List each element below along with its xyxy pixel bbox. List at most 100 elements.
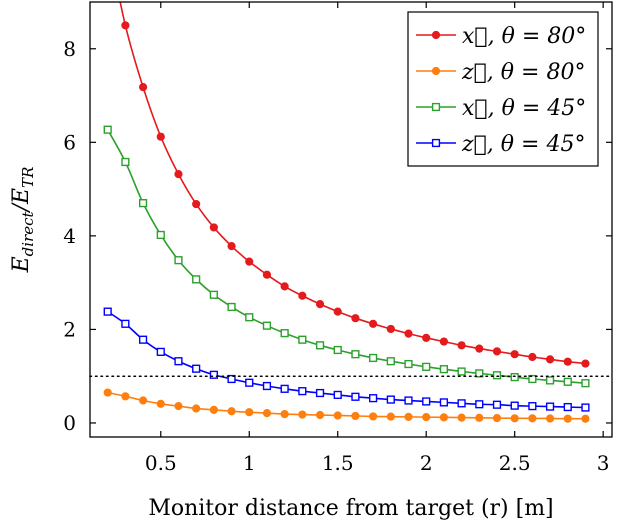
x-axis-label: Monitor distance from target (r) [m] — [148, 496, 553, 521]
data-point — [457, 399, 466, 408]
data-point — [121, 319, 130, 328]
data-point — [351, 314, 360, 323]
data-point — [138, 199, 148, 208]
y-tick-label: 2 — [63, 317, 76, 341]
data-point — [475, 413, 484, 422]
data-point — [404, 329, 413, 338]
data-point — [298, 291, 307, 300]
series-line — [107, 310, 586, 409]
data-point — [369, 394, 378, 403]
data-point — [386, 324, 395, 334]
data-point — [404, 359, 413, 369]
data-point — [192, 364, 201, 373]
data-point — [121, 21, 130, 30]
data-point — [431, 66, 441, 76]
data-point — [563, 377, 572, 386]
data-point — [369, 353, 378, 363]
data-point — [422, 397, 431, 406]
series-3 — [103, 125, 590, 388]
data-point — [209, 405, 218, 414]
data-point — [369, 319, 378, 328]
data-point — [192, 404, 201, 413]
data-point — [545, 402, 555, 411]
data-point — [422, 413, 431, 422]
data-point — [351, 350, 360, 359]
series-1 — [119, 2, 590, 368]
data-point — [475, 400, 484, 409]
data-point — [262, 321, 272, 330]
legend-entry: x⃗, θ = 80° — [416, 24, 586, 49]
data-point — [209, 290, 218, 299]
data-point — [174, 170, 183, 179]
data-point — [528, 402, 537, 411]
x-tick-label: 2 — [420, 451, 433, 475]
data-point — [227, 407, 236, 416]
data-point — [121, 157, 130, 167]
data-point — [156, 347, 165, 356]
data-point — [457, 341, 466, 350]
data-point — [280, 384, 289, 393]
data-point — [333, 390, 342, 400]
data-point — [209, 370, 218, 379]
data-point — [528, 352, 537, 362]
data-point — [492, 347, 502, 356]
x-tick-label: 2.5 — [499, 451, 531, 475]
data-point — [298, 335, 307, 344]
data-point — [422, 362, 431, 371]
data-point — [510, 350, 519, 359]
data-point — [510, 401, 519, 410]
data-point — [138, 396, 148, 405]
series-4 — [103, 307, 590, 412]
legend-label: z⃗, θ = 45° — [461, 132, 585, 157]
y-tick-label: 4 — [63, 224, 76, 248]
series-layer — [103, 2, 590, 423]
data-point — [475, 344, 484, 353]
legend-label: z⃗, θ = 80° — [461, 60, 585, 85]
data-point — [174, 256, 183, 265]
data-point — [315, 410, 325, 420]
x-tick-label: 0.5 — [145, 451, 177, 475]
data-point — [227, 374, 236, 384]
data-point — [245, 408, 254, 417]
data-point — [103, 125, 112, 134]
series-line — [106, 129, 586, 385]
x-tick-label: 1.5 — [322, 451, 354, 475]
data-point — [545, 414, 555, 423]
data-point — [545, 355, 555, 364]
y-tick-label: 0 — [63, 411, 76, 435]
series-2 — [103, 388, 590, 423]
y-axis-label: Edirect/ETR — [9, 167, 37, 274]
data-point — [315, 341, 325, 350]
data-point — [280, 282, 289, 291]
data-point — [280, 409, 289, 419]
data-point — [431, 102, 441, 112]
data-point — [492, 371, 502, 380]
data-point — [510, 373, 519, 382]
data-point — [192, 275, 201, 284]
data-point — [431, 30, 441, 40]
plot-frame — [89, 1, 613, 438]
data-point — [528, 374, 537, 384]
legend: x⃗, θ = 80° z⃗, θ = 80° x⃗, θ = 45° z⃗, θ =… — [407, 11, 599, 167]
data-point — [492, 413, 502, 423]
series-line — [107, 391, 586, 420]
data-point — [333, 307, 342, 316]
data-point — [192, 199, 201, 209]
data-point — [103, 307, 112, 316]
data-point — [315, 300, 325, 309]
legend-entry: z⃗, θ = 45° — [416, 132, 585, 157]
data-point — [138, 335, 148, 344]
data-point — [121, 392, 130, 401]
tick-layer: 0.5 1 1.5 2 2.5 3 0 2 4 6 8 — [63, 2, 612, 475]
data-point — [262, 270, 272, 279]
data-point — [245, 313, 254, 322]
data-point — [227, 302, 236, 312]
data-point — [103, 388, 112, 397]
data-point — [369, 412, 378, 421]
data-point — [457, 367, 466, 376]
data-point — [156, 399, 165, 408]
data-point — [581, 414, 590, 423]
x-tick-label: 1 — [243, 451, 256, 475]
data-point — [138, 83, 148, 92]
data-point — [510, 414, 519, 423]
